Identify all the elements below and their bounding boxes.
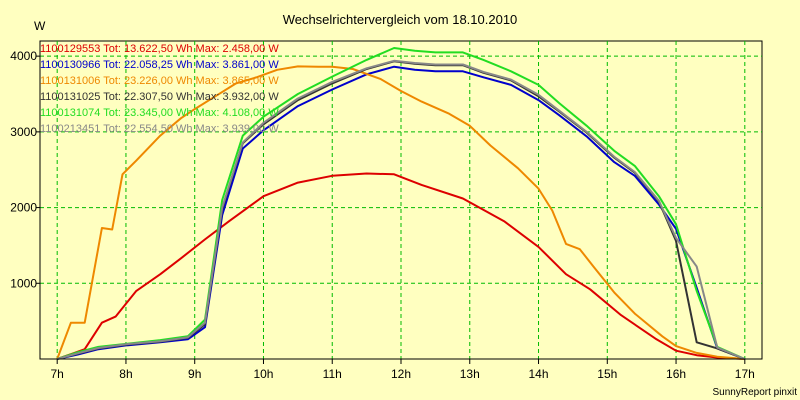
- x-tick-label: 13h: [460, 367, 480, 381]
- x-tick-label: 7h: [51, 367, 64, 381]
- y-tick-label: 1000: [10, 276, 37, 290]
- plot-area: [39, 40, 763, 360]
- legend-entry-1100129553: 1100129553 Tot: 13.622,50 Wh Max: 2.458,…: [40, 43, 279, 55]
- y-tick-label: 4000: [10, 49, 37, 63]
- legend-entry-1100131025: 1100131025 Tot: 22.307,50 Wh Max: 3.932,…: [40, 91, 279, 103]
- credit-text: SunnyReport pinxit: [713, 387, 798, 398]
- x-tick-label: 8h: [119, 367, 132, 381]
- x-tick-label: 14h: [529, 367, 549, 381]
- legend-entry-1100213451: 1100213451 Tot: 22.554,50 Wh Max: 3.939,…: [40, 123, 279, 135]
- series-line-1100130966: [56, 65, 746, 360]
- y-axis-label: W: [34, 19, 46, 33]
- x-tick-label: 12h: [391, 367, 411, 381]
- legend-entry-1100131006: 1100131006 Tot: 23.226,00 Wh Max: 3.865,…: [40, 75, 279, 87]
- x-tick-label: 17h: [735, 367, 755, 381]
- series-line-1100131006: [56, 65, 745, 360]
- x-tick-label: 16h: [666, 367, 686, 381]
- series-line-1100213451: [56, 59, 746, 360]
- legend-entry-1100130966: 1100130966 Tot: 22.058,25 Wh Max: 3.861,…: [40, 59, 279, 71]
- x-tick-label: 11h: [323, 367, 342, 381]
- y-tick-label: 3000: [10, 125, 37, 139]
- series-line-1100129553: [56, 172, 745, 360]
- x-tick-label: 15h: [597, 367, 617, 381]
- series-line-1100131074: [56, 47, 746, 360]
- legend-entry-1100131074: 1100131074 Tot: 23.345,00 Wh Max: 4.108,…: [40, 107, 279, 119]
- x-tick-label: 9h: [188, 367, 201, 381]
- x-tick-label: 10h: [253, 367, 273, 381]
- y-tick-label: 2000: [10, 201, 37, 215]
- chart-title: Wechselrichtervergleich vom 18.10.2010: [283, 12, 518, 27]
